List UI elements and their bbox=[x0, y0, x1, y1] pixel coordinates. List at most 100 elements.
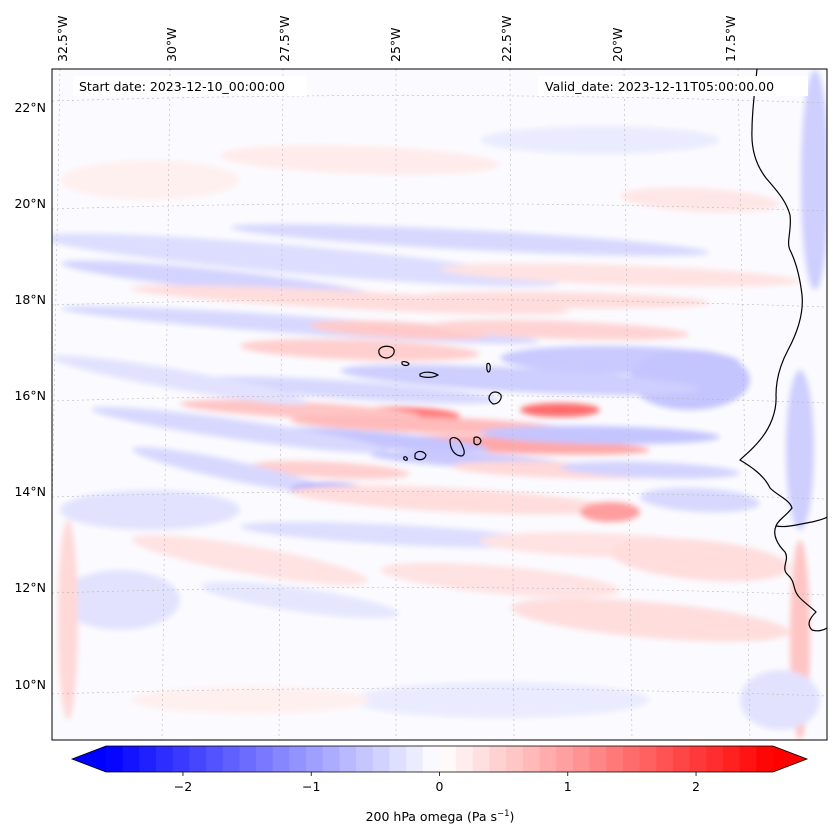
colorbar-tick-label: 1 bbox=[564, 779, 572, 794]
coastlines bbox=[378, 69, 827, 632]
colorbar-segment bbox=[539, 746, 557, 772]
colorbar-segment bbox=[639, 746, 657, 772]
omega-feature bbox=[310, 320, 490, 340]
colorbar-segment bbox=[189, 746, 207, 772]
colorbar-segment bbox=[689, 746, 707, 772]
graticule-latitude bbox=[52, 491, 827, 500]
omega-feature bbox=[240, 521, 560, 549]
omega-feature bbox=[430, 319, 690, 341]
omega-feature bbox=[60, 160, 240, 200]
longitude-label: 20°W bbox=[610, 27, 625, 62]
omega-feature bbox=[230, 223, 710, 257]
latitude-labels: 22°N 20°N 18°N 16°N 14°N 12°N 10°N bbox=[14, 100, 46, 692]
omega-feature bbox=[240, 339, 480, 361]
island-boa-vista bbox=[488, 391, 502, 405]
colorbar-segment bbox=[456, 746, 474, 772]
colorbar-ticks: −2 −1 0 1 2 bbox=[174, 772, 700, 794]
omega-contour-field bbox=[52, 70, 827, 740]
longitude-label: 30°W bbox=[164, 27, 179, 62]
map-frame bbox=[51, 68, 828, 741]
colorbar-segment bbox=[439, 746, 457, 772]
colorbar-segment bbox=[472, 746, 491, 772]
omega-feature bbox=[91, 406, 389, 454]
omega-feature bbox=[250, 460, 410, 480]
omega-feature bbox=[290, 485, 610, 515]
omega-feature bbox=[786, 370, 814, 530]
colorbar-segment bbox=[172, 746, 190, 772]
graticule-longitude bbox=[623, 69, 633, 740]
colorbar-segment bbox=[389, 746, 407, 772]
omega-feature bbox=[740, 670, 820, 730]
omega-feature bbox=[60, 490, 240, 530]
colorbar-segment bbox=[656, 746, 674, 772]
omega-feature bbox=[620, 187, 780, 213]
colorbar-segments bbox=[72, 746, 807, 772]
longitude-label: 25°W bbox=[388, 27, 403, 62]
colorbar-tick-label: 2 bbox=[692, 779, 700, 794]
colorbar-segment bbox=[422, 746, 440, 772]
colorbar-segment bbox=[706, 746, 724, 772]
colorbar-segment bbox=[606, 746, 624, 772]
longitude-label: 27.5°W bbox=[277, 16, 292, 62]
graticule-lines bbox=[52, 69, 827, 740]
island-sal bbox=[486, 362, 491, 373]
omega-feature bbox=[610, 538, 790, 582]
colorbar-tick-label: −2 bbox=[174, 779, 192, 794]
island-maio bbox=[473, 436, 482, 446]
latitude-label: 14°N bbox=[14, 484, 46, 499]
omega-feature bbox=[180, 399, 420, 421]
omega-feature bbox=[630, 350, 750, 410]
colorbar-segment bbox=[522, 746, 541, 772]
west-africa-coastline bbox=[739, 69, 827, 528]
island-sao-nicolau bbox=[419, 371, 440, 378]
colorbar-segment bbox=[289, 746, 307, 772]
omega-feature bbox=[480, 126, 720, 154]
omega-feature bbox=[560, 461, 740, 479]
colorbar-segment bbox=[672, 746, 691, 772]
island-santiago bbox=[449, 437, 465, 457]
omega-feature bbox=[60, 570, 180, 630]
longitude-labels: 32.5°W 30°W 27.5°W 25°W 22.5°W 20°W 17.5°W bbox=[55, 16, 738, 62]
start-date-box bbox=[73, 76, 307, 96]
colorbar-segment bbox=[239, 746, 257, 772]
colorbar-segment bbox=[206, 746, 224, 772]
colorbar-segment bbox=[406, 746, 424, 772]
omega-feature bbox=[131, 535, 369, 585]
island-brava bbox=[403, 456, 408, 461]
colorbar-label: 200 hPa omega (Pa s−1) bbox=[366, 809, 515, 824]
omega-feature bbox=[200, 581, 400, 619]
omega-feature bbox=[52, 355, 309, 405]
colorbar-segment bbox=[589, 746, 607, 772]
longitude-label: 32.5°W bbox=[55, 16, 70, 62]
omega-field-map: Start date: 2023-12-10_00:00:00 Valid_da… bbox=[52, 69, 827, 740]
island-santo-antao bbox=[378, 345, 395, 359]
valid-date-box bbox=[538, 76, 808, 96]
colorbar-segment bbox=[756, 746, 774, 772]
latitude-label: 16°N bbox=[14, 388, 46, 403]
colorbar-segment bbox=[306, 746, 324, 772]
graticule-latitude bbox=[52, 688, 827, 697]
graticule-latitude bbox=[52, 299, 827, 308]
colorbar-segment bbox=[506, 746, 524, 772]
omega-feature bbox=[130, 285, 570, 315]
island-sao-vicente bbox=[401, 361, 410, 367]
omega-feature bbox=[350, 682, 650, 718]
graticule-latitude bbox=[52, 203, 827, 212]
colorbar-tick-label: 0 bbox=[436, 779, 444, 794]
omega-feature bbox=[580, 502, 640, 522]
colorbar-segment bbox=[722, 746, 741, 772]
graticule-latitude bbox=[52, 395, 827, 404]
graticule-longitude bbox=[161, 69, 171, 740]
colorbar-segment bbox=[322, 746, 340, 772]
omega-feature bbox=[520, 403, 600, 417]
colorbar-segment bbox=[556, 746, 574, 772]
latitude-label: 22°N bbox=[14, 100, 46, 115]
colorbar-segment bbox=[139, 746, 157, 772]
latitude-label: 20°N bbox=[14, 196, 46, 211]
graticule-longitude bbox=[52, 69, 61, 534]
colorbar-min-extend bbox=[72, 746, 106, 772]
graticule-longitude bbox=[278, 69, 284, 740]
omega-feature bbox=[440, 263, 800, 287]
colorbar-segment bbox=[739, 746, 757, 772]
colorbar-segment bbox=[106, 746, 124, 772]
